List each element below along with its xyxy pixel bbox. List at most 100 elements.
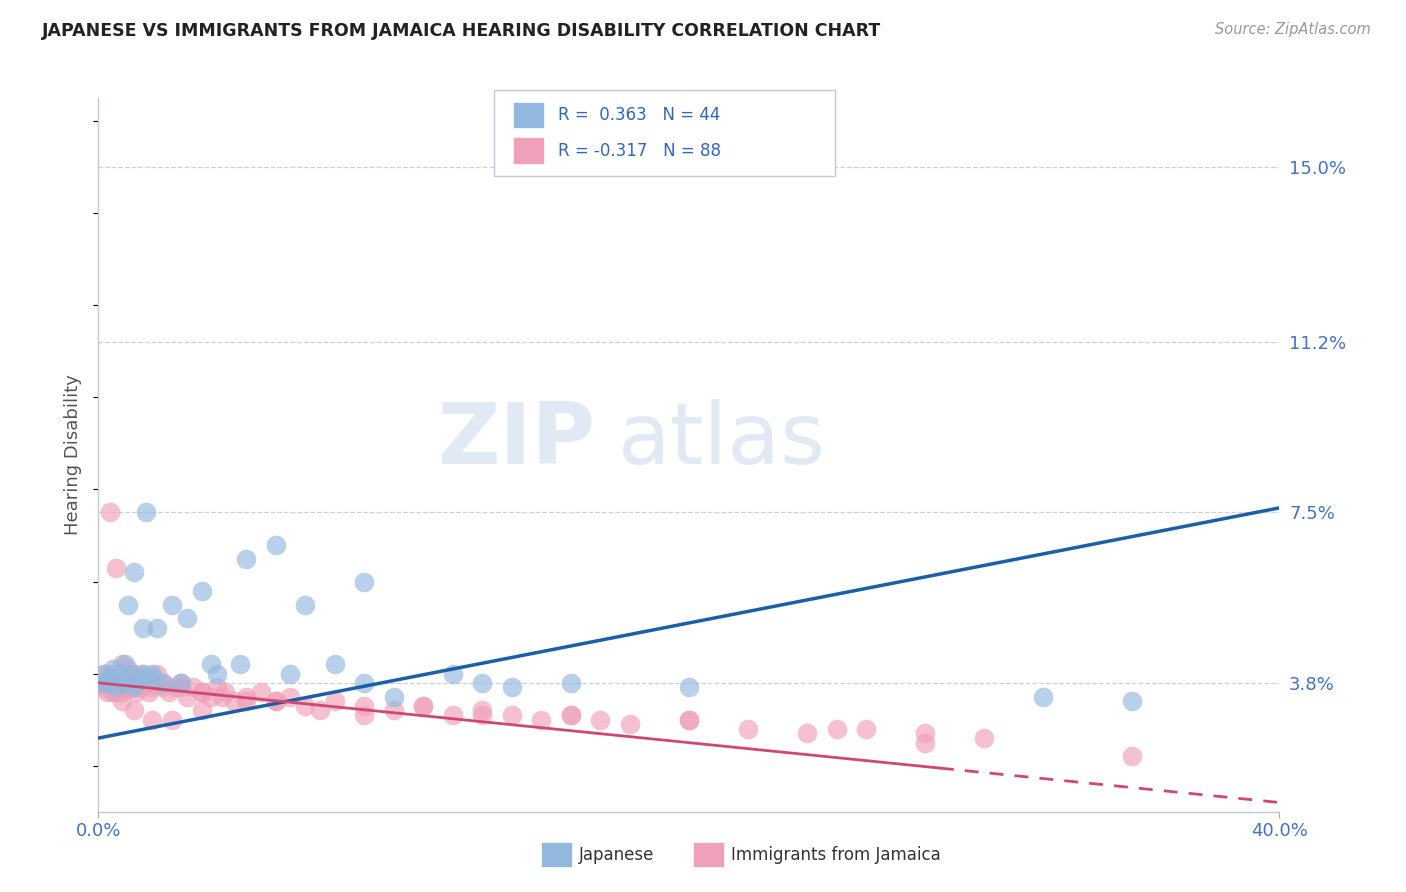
Point [122, 566, 145, 580]
Point [309, 703, 332, 717]
Point [200, 657, 222, 672]
Point [678, 713, 700, 727]
Point [132, 666, 155, 681]
Point [105, 675, 128, 690]
Point [111, 694, 134, 708]
Point [235, 690, 257, 704]
Point [382, 690, 405, 704]
Point [122, 703, 145, 717]
Point [146, 666, 169, 681]
Point [111, 685, 134, 699]
Point [96, 685, 118, 699]
Point [103, 685, 125, 699]
Point [323, 694, 346, 708]
Point [120, 666, 142, 681]
Point [1121, 694, 1143, 708]
Point [93, 681, 115, 695]
Point [162, 713, 183, 727]
Point [141, 681, 163, 695]
Point [157, 685, 180, 699]
Point [1121, 749, 1143, 764]
Point [108, 666, 131, 681]
Point [191, 685, 214, 699]
Point [122, 675, 145, 690]
Point [132, 621, 155, 635]
Point [264, 694, 287, 708]
Point [114, 657, 136, 672]
Point [111, 675, 134, 690]
Point [170, 675, 193, 690]
Point [103, 662, 125, 676]
Text: R = -0.317   N = 88: R = -0.317 N = 88 [558, 142, 721, 160]
Point [111, 675, 134, 690]
Point [264, 538, 287, 552]
Point [278, 666, 302, 681]
Point [120, 681, 142, 695]
Point [250, 685, 273, 699]
Point [211, 690, 233, 704]
Point [471, 675, 494, 690]
Point [141, 666, 163, 681]
Point [103, 671, 125, 685]
Point [441, 708, 464, 723]
Point [98, 671, 121, 685]
Point [382, 703, 405, 717]
Point [205, 681, 228, 695]
Point [191, 685, 214, 699]
Point [973, 731, 995, 745]
Point [103, 685, 125, 699]
Point [235, 694, 257, 708]
Point [264, 694, 287, 708]
Point [170, 681, 193, 695]
Point [914, 726, 936, 740]
Point [162, 598, 183, 612]
Point [146, 621, 169, 635]
Point [825, 722, 848, 736]
Point [90, 675, 112, 690]
Point [176, 690, 198, 704]
Point [353, 675, 375, 690]
Point [138, 685, 160, 699]
Point [114, 681, 136, 695]
Point [235, 551, 257, 566]
Point [122, 666, 145, 681]
Point [141, 713, 163, 727]
Point [560, 708, 582, 723]
Point [128, 681, 150, 695]
Point [229, 657, 252, 672]
Point [560, 708, 582, 723]
Point [181, 681, 204, 695]
Point [141, 671, 163, 685]
Text: Source: ZipAtlas.com: Source: ZipAtlas.com [1215, 22, 1371, 37]
Point [191, 583, 214, 598]
Point [152, 675, 174, 690]
Text: atlas: atlas [619, 399, 827, 483]
Y-axis label: Hearing Disability: Hearing Disability [65, 375, 83, 535]
Point [224, 694, 246, 708]
Point [323, 657, 346, 672]
Point [471, 703, 494, 717]
Point [117, 666, 139, 681]
Point [914, 736, 936, 750]
Point [412, 698, 434, 713]
Point [93, 666, 115, 681]
Point [96, 675, 118, 690]
Point [105, 681, 128, 695]
Point [111, 657, 134, 672]
Point [98, 666, 121, 681]
Point [132, 675, 155, 690]
Point [93, 666, 115, 681]
Point [589, 713, 612, 727]
Point [678, 713, 700, 727]
Point [98, 506, 121, 520]
Point [200, 690, 222, 704]
Point [530, 713, 553, 727]
Point [678, 681, 700, 695]
Point [205, 666, 228, 681]
Text: Immigrants from Jamaica: Immigrants from Jamaica [731, 846, 941, 863]
Point [117, 662, 139, 676]
Point [294, 598, 316, 612]
Point [90, 675, 112, 690]
Point [796, 726, 818, 740]
Text: JAPANESE VS IMMIGRANTS FROM JAMAICA HEARING DISABILITY CORRELATION CHART: JAPANESE VS IMMIGRANTS FROM JAMAICA HEAR… [42, 22, 882, 40]
